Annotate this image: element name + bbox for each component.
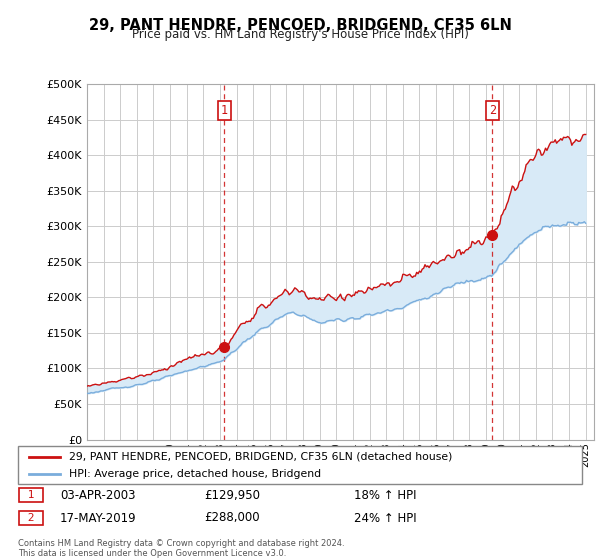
Text: 29, PANT HENDRE, PENCOED, BRIDGEND, CF35 6LN: 29, PANT HENDRE, PENCOED, BRIDGEND, CF35… [89,18,511,33]
Text: 1: 1 [221,104,228,117]
Text: 2: 2 [21,513,41,523]
Text: HPI: Average price, detached house, Bridgend: HPI: Average price, detached house, Brid… [69,469,321,479]
Text: 17-MAY-2019: 17-MAY-2019 [60,511,137,525]
FancyBboxPatch shape [18,446,582,484]
Text: £288,000: £288,000 [204,511,260,525]
Text: 24% ↑ HPI: 24% ↑ HPI [354,511,416,525]
Text: 1: 1 [21,490,41,500]
Text: Contains HM Land Registry data © Crown copyright and database right 2024.
This d: Contains HM Land Registry data © Crown c… [18,539,344,558]
Text: 29, PANT HENDRE, PENCOED, BRIDGEND, CF35 6LN (detached house): 29, PANT HENDRE, PENCOED, BRIDGEND, CF35… [69,452,452,462]
Text: 2: 2 [489,104,496,117]
Text: Price paid vs. HM Land Registry's House Price Index (HPI): Price paid vs. HM Land Registry's House … [131,28,469,41]
Text: 18% ↑ HPI: 18% ↑ HPI [354,488,416,502]
Text: £129,950: £129,950 [204,488,260,502]
Text: 03-APR-2003: 03-APR-2003 [60,488,136,502]
